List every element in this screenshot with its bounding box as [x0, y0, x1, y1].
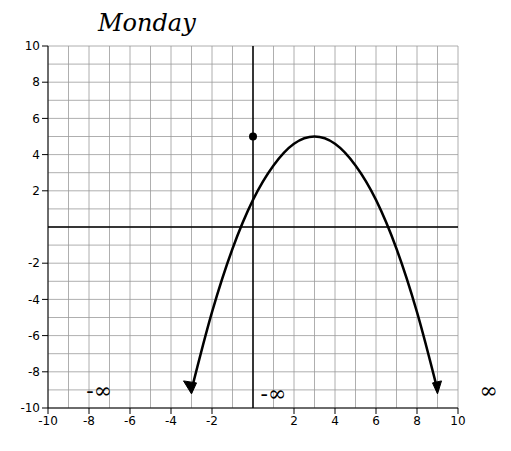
svg-text:2: 2	[32, 184, 40, 198]
svg-text:8: 8	[32, 75, 40, 89]
svg-text:∞: ∞	[480, 378, 498, 403]
svg-text:4: 4	[32, 148, 40, 162]
svg-text:-4: -4	[165, 414, 177, 428]
svg-text:-8: -8	[83, 414, 95, 428]
svg-text:2: 2	[290, 414, 298, 428]
svg-text:-6: -6	[28, 329, 40, 343]
svg-text:-4: -4	[28, 293, 40, 307]
svg-text:-2: -2	[28, 256, 40, 270]
svg-text:10: 10	[25, 39, 40, 53]
svg-text:-∞: -∞	[261, 381, 287, 406]
svg-text:4: 4	[331, 414, 339, 428]
svg-text:8: 8	[413, 414, 421, 428]
svg-text:-10: -10	[38, 414, 58, 428]
svg-text:-6: -6	[124, 414, 136, 428]
svg-text:-2: -2	[206, 414, 218, 428]
html-text:Monday: Monday	[98, 9, 196, 37]
svg-text:-∞: -∞	[86, 378, 112, 403]
svg-text:-8: -8	[28, 365, 40, 379]
svg-text:6: 6	[32, 112, 40, 126]
svg-text:6: 6	[372, 414, 380, 428]
svg-text:10: 10	[450, 414, 465, 428]
svg-text:-10: -10	[20, 401, 40, 415]
